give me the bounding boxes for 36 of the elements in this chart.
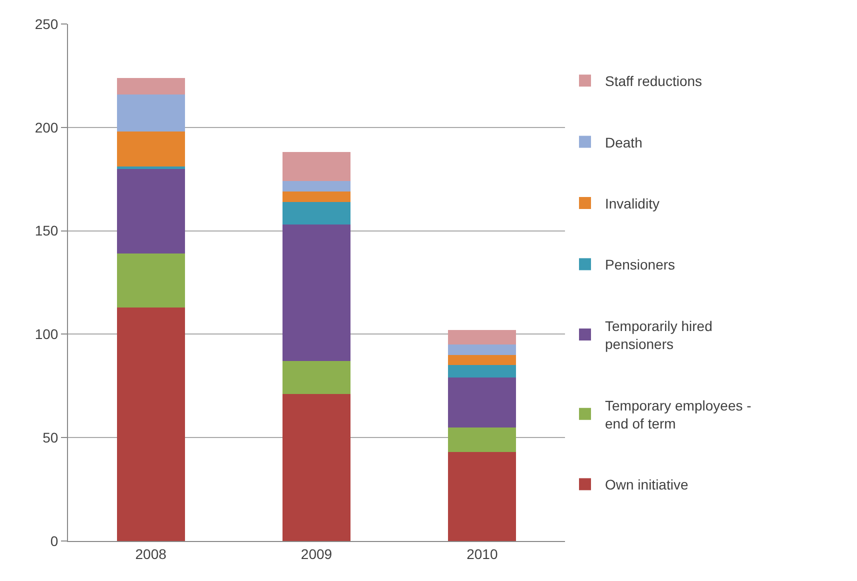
legend-label: Pensioners	[605, 256, 676, 273]
bar	[282, 394, 350, 541]
y-tick-label: 250	[34, 16, 58, 32]
bar	[448, 344, 516, 355]
bar	[116, 307, 185, 541]
bar	[116, 132, 185, 167]
y-tick-label: 0	[50, 532, 58, 549]
legend-label: Invalidity	[605, 195, 660, 212]
legend-label: Staff reductions	[605, 73, 702, 90]
bar	[116, 78, 185, 94]
legend-label: Temporarily hired pensioners	[605, 318, 712, 352]
bar	[116, 94, 185, 132]
y-tick-label: 100	[34, 326, 58, 342]
y-tick-label: 150	[34, 222, 58, 239]
legend-label: Temporary employees - end of term	[605, 397, 752, 432]
bar	[448, 354, 516, 366]
bar	[282, 361, 350, 394]
bar	[448, 330, 516, 345]
bar	[448, 427, 516, 452]
bar	[282, 202, 350, 225]
legend-label: Own initiative	[605, 476, 688, 493]
bar	[448, 365, 516, 378]
x-tick-label: 2009	[300, 546, 332, 562]
bar	[282, 181, 350, 192]
bar	[448, 378, 516, 428]
bar	[282, 192, 350, 202]
bar	[116, 254, 185, 308]
x-tick-label: 2010	[466, 546, 498, 562]
bar	[116, 168, 185, 254]
legend-label: Death	[605, 134, 642, 150]
y-tick-label: 200	[34, 119, 58, 136]
x-tick-label: 2008	[135, 546, 167, 562]
y-tick-label: 50	[42, 430, 58, 446]
bar	[448, 452, 516, 541]
bar	[282, 152, 350, 182]
bar	[282, 224, 350, 362]
